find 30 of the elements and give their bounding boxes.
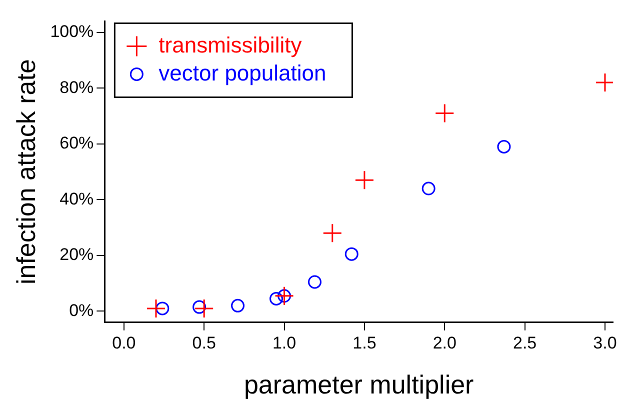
point bbox=[322, 223, 342, 243]
point bbox=[231, 298, 245, 312]
y-tick-label: 0% bbox=[69, 300, 94, 320]
point bbox=[354, 170, 374, 190]
x-tick-label: 1.5 bbox=[352, 333, 376, 352]
point bbox=[156, 302, 170, 316]
point bbox=[344, 247, 358, 261]
point bbox=[497, 140, 511, 154]
point bbox=[192, 300, 206, 314]
x-tick-label: 0.0 bbox=[112, 333, 136, 352]
point bbox=[146, 298, 166, 318]
point bbox=[308, 275, 322, 289]
y-tick-label: 40% bbox=[60, 189, 94, 208]
point bbox=[434, 103, 454, 123]
y-tick-label: 100% bbox=[50, 22, 94, 42]
y-tick-label: 80% bbox=[60, 78, 94, 97]
x-tick-label: 2.5 bbox=[512, 333, 537, 352]
point bbox=[422, 182, 436, 196]
y-tick-label: 60% bbox=[60, 134, 94, 153]
x-axis-title: parameter multiplier bbox=[244, 370, 474, 400]
x-tick-label: 2.0 bbox=[432, 333, 456, 352]
x-tick-label: 0.5 bbox=[192, 333, 216, 352]
y-tick-label: 20% bbox=[60, 245, 94, 264]
x-tick-label: 1.0 bbox=[272, 333, 296, 352]
legend-label: vector population bbox=[158, 60, 326, 86]
point bbox=[270, 292, 284, 306]
legend-label: transmissibility bbox=[158, 32, 302, 58]
x-tick-label: 3.0 bbox=[593, 333, 617, 352]
y-axis-title: infection attack rate bbox=[10, 59, 41, 285]
point bbox=[194, 298, 214, 318]
